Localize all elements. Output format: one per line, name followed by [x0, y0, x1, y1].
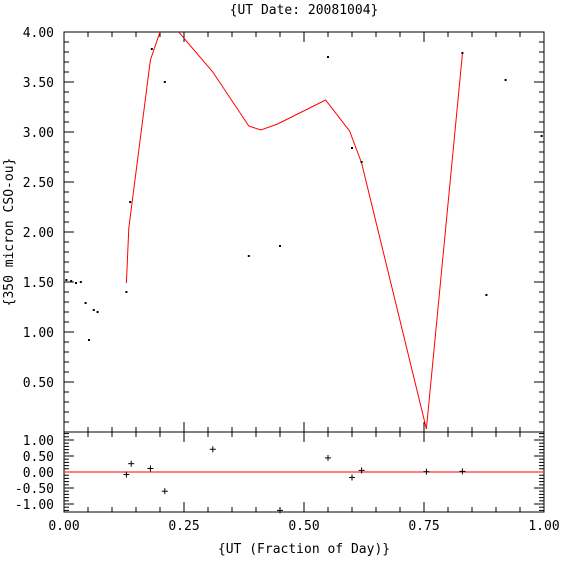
- observation-point: [125, 291, 128, 293]
- residual-points-layer: [123, 446, 466, 514]
- residual-point: [277, 507, 283, 514]
- observation-point: [70, 280, 73, 282]
- chart-title: {UT Date: 20081004}: [230, 3, 379, 18]
- y-axis-label: {350 micron CSO-ou}: [2, 158, 17, 307]
- observation-point: [279, 245, 281, 247]
- y-tick-label: -0.50: [15, 482, 54, 497]
- model-line-layer: [125, 32, 463, 430]
- observation-point: [351, 147, 353, 149]
- y-tick-label: 1.50: [23, 276, 54, 291]
- x-tick-label: 0.50: [288, 519, 319, 534]
- x-tick-label: 0.25: [168, 519, 199, 534]
- y-tick-label: 0.00: [23, 466, 54, 481]
- observation-points-layer: [65, 48, 543, 341]
- residual-plot-y-tick-labels: -1.00-0.500.000.501.00: [15, 434, 54, 513]
- y-tick-label: -1.00: [15, 498, 54, 513]
- observation-point: [163, 81, 166, 83]
- residual-point: [209, 446, 216, 453]
- observation-point: [79, 281, 82, 283]
- observation-point: [88, 339, 90, 341]
- observation-point: [65, 279, 68, 281]
- y-tick-label: 3.00: [23, 126, 54, 141]
- main-plot-y-tick-labels: 0.50 1.00 1.50 2.00 2.50 3.00 3.50 4.00: [23, 26, 54, 391]
- x-tick-label: 1.00: [528, 519, 559, 534]
- observation-point: [75, 282, 77, 284]
- observation-point: [150, 48, 153, 50]
- observation-point: [84, 302, 87, 304]
- y-tick-label: 0.50: [23, 450, 54, 465]
- residual-point: [358, 467, 365, 474]
- observation-point: [485, 294, 488, 296]
- residual-point: [161, 488, 168, 495]
- observation-point: [504, 79, 507, 81]
- main-plot-ticks: [63, 31, 545, 433]
- residual-point: [128, 460, 135, 467]
- residual-point: [123, 471, 130, 478]
- residual-point: [325, 454, 331, 461]
- y-tick-label: 4.00: [23, 26, 54, 41]
- residual-point: [423, 468, 430, 475]
- x-tick-label: 0.00: [48, 519, 79, 534]
- y-tick-label: 0.50: [23, 376, 54, 391]
- observation-point: [327, 56, 329, 58]
- y-tick-label: 2.00: [23, 226, 54, 241]
- observation-point: [129, 201, 132, 203]
- residual-point: [147, 465, 154, 472]
- x-tick-labels: 0.00 0.25 0.50 0.75 1.00: [48, 519, 559, 534]
- residual-point: [459, 468, 466, 475]
- residual-plot-panel: -1.00-0.500.000.501.00: [15, 431, 545, 514]
- observation-point: [96, 311, 99, 313]
- observation-point: [540, 135, 543, 137]
- y-tick-label: 2.50: [23, 176, 54, 191]
- observation-point: [360, 161, 363, 163]
- residual-point: [349, 474, 355, 481]
- model-line: [125, 32, 463, 430]
- x-tick-label: 0.75: [408, 519, 439, 534]
- y-tick-label: 3.50: [23, 76, 54, 91]
- y-tick-label: 1.00: [23, 434, 54, 449]
- observation-point: [461, 52, 464, 54]
- observation-point: [247, 255, 250, 257]
- x-axis-label: {UT (Fraction of Day)}: [218, 542, 390, 557]
- main-plot-frame: [63, 31, 545, 433]
- y-tick-label: 1.00: [23, 326, 54, 341]
- observation-point: [92, 309, 95, 311]
- main-plot-panel: 0.50 1.00 1.50 2.00 2.50 3.00 3.50 4.00: [23, 26, 545, 433]
